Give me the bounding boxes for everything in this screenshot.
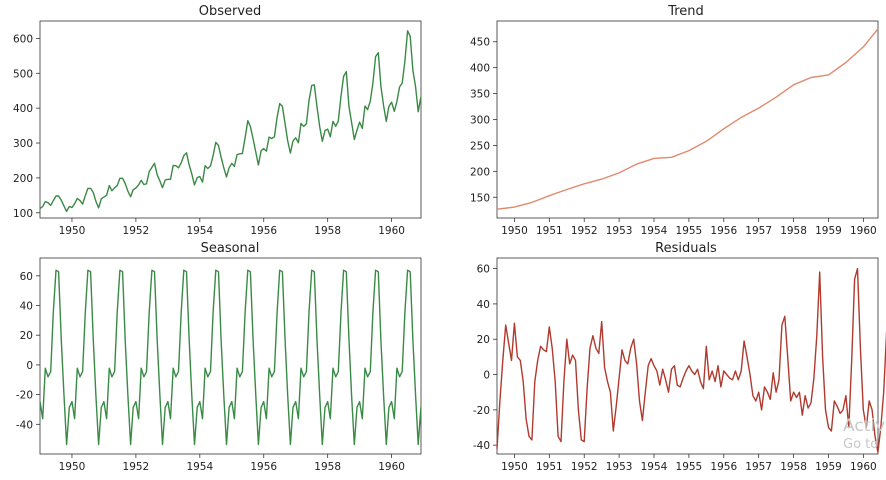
- trend-y-tick-label: 250: [470, 140, 490, 152]
- trend-panel: Trend 1950 1951 1952 1953 1954 1955 1956 1957 19…: [470, 4, 879, 237]
- residuals-x-tick-label: 1953: [606, 461, 633, 473]
- trend-y-tick-label: 400: [470, 63, 490, 75]
- seasonal-x-tick-label: 1956: [250, 461, 277, 473]
- trend-x-tick-label: 1950: [501, 225, 528, 237]
- observed-y-tick-label: 400: [13, 103, 33, 115]
- seasonal-x-tick-label: 1954: [186, 461, 213, 473]
- trend-x-tick-label: 1953: [606, 225, 633, 237]
- activation-watermark: Activ Go to: [843, 416, 886, 454]
- observed-y-tick-label: 100: [13, 208, 33, 220]
- watermark-line-1: Activ: [843, 416, 886, 436]
- seasonal-y-tick-label: 20: [20, 330, 33, 342]
- observed-x-tick-label: 1952: [123, 225, 150, 237]
- residuals-y-tick-label: 40: [477, 299, 490, 311]
- seasonal-y-tick-label: -20: [16, 390, 33, 402]
- residuals-y-tick-label: 0: [483, 370, 490, 382]
- residuals-y-tick-label: -20: [473, 405, 490, 417]
- observed-x-tick-label: 1960: [378, 225, 405, 237]
- observed-y-tick-label: 200: [13, 173, 33, 185]
- observed-y-tick-label: 300: [13, 138, 33, 150]
- seasonal-y-tick-label: -40: [16, 419, 33, 431]
- observed-panel: Observed 1950 1952 1954 1956 1958 1960 100 200 3…: [13, 4, 422, 237]
- residuals-x-tick-label: 1959: [815, 461, 842, 473]
- observed-ticks: 1950 1952 1954 1956 1958 1960 100 200 300 400 500 6…: [13, 33, 405, 237]
- residuals-panel: Residuals 1950 1951 1952 1953 1954 1955 1956 19…: [473, 241, 886, 473]
- trend-x-tick-label: 1954: [641, 225, 668, 237]
- trend-y-tick-label: 150: [470, 192, 490, 204]
- trend-x-tick-label: 1956: [710, 225, 737, 237]
- trend-series-line: [496, 28, 879, 210]
- residuals-y-tick-label: 20: [477, 334, 490, 346]
- seasonal-y-tick-label: 40: [20, 301, 33, 313]
- trend-title: Trend: [667, 4, 704, 19]
- trend-y-tick-label: 300: [470, 115, 490, 127]
- trend-x-tick-label: 1960: [850, 225, 877, 237]
- residuals-x-tick-label: 1956: [710, 461, 737, 473]
- residuals-y-tick-label: 60: [477, 264, 490, 276]
- residuals-x-tick-label: 1950: [501, 461, 528, 473]
- observed-x-tick-label: 1956: [250, 225, 277, 237]
- seasonal-x-tick-label: 1960: [378, 461, 405, 473]
- seasonal-x-tick-label: 1958: [314, 461, 341, 473]
- residuals-x-tick-label: 1951: [536, 461, 563, 473]
- observed-y-tick-label: 500: [13, 68, 33, 80]
- observed-x-tick-label: 1958: [314, 225, 341, 237]
- seasonal-axes-frame: [39, 257, 422, 455]
- residuals-x-tick-label: 1955: [676, 461, 703, 473]
- residuals-series-line: [496, 267, 886, 453]
- trend-x-tick-label: 1957: [745, 225, 772, 237]
- watermark-line-2: Go to: [843, 437, 879, 452]
- observed-axes-frame: [39, 20, 422, 219]
- seasonal-y-tick-label: 0: [26, 360, 33, 372]
- seasonal-series-line: [39, 269, 422, 446]
- seasonal-y-tick-label: 60: [20, 271, 33, 283]
- observed-title: Observed: [199, 4, 262, 19]
- residuals-axes-frame: [496, 257, 879, 455]
- observed-y-tick-label: 600: [13, 33, 33, 45]
- trend-y-tick-label: 350: [470, 89, 490, 101]
- trend-ticks: 1950 1951 1952 1953 1954 1955 1956 1957 1958 1959…: [470, 37, 877, 237]
- trend-y-tick-label: 450: [470, 37, 490, 49]
- trend-x-tick-label: 1952: [571, 225, 598, 237]
- residuals-x-tick-label: 1960: [850, 461, 877, 473]
- trend-x-tick-label: 1955: [676, 225, 703, 237]
- trend-x-tick-label: 1959: [815, 225, 842, 237]
- trend-x-tick-label: 1951: [536, 225, 563, 237]
- observed-series-line: [39, 30, 422, 213]
- residuals-ticks: 1950 1951 1952 1953 1954 1955 1956 1957 1958 1959…: [473, 264, 877, 473]
- residuals-y-tick-label: -40: [473, 440, 490, 452]
- residuals-x-tick-label: 1954: [641, 461, 668, 473]
- residuals-x-tick-label: 1958: [780, 461, 807, 473]
- observed-x-tick-label: 1950: [59, 225, 86, 237]
- seasonal-ticks: 1950 1952 1954 1956 1958 1960 -40 -20 0 20 40 60: [16, 271, 405, 473]
- observed-x-tick-label: 1954: [186, 225, 213, 237]
- seasonal-x-tick-label: 1950: [59, 461, 86, 473]
- seasonal-panel: Seasonal 1950 1952 1954 1956 1958 1960 -40 -20 0…: [16, 241, 422, 473]
- trend-axes-frame: [496, 20, 879, 219]
- trend-y-tick-label: 200: [470, 166, 490, 178]
- residuals-x-tick-label: 1952: [571, 461, 598, 473]
- residuals-x-tick-label: 1957: [745, 461, 772, 473]
- seasonal-title: Seasonal: [201, 241, 260, 256]
- trend-x-tick-label: 1958: [780, 225, 807, 237]
- residuals-title: Residuals: [655, 241, 717, 256]
- seasonal-x-tick-label: 1952: [123, 461, 150, 473]
